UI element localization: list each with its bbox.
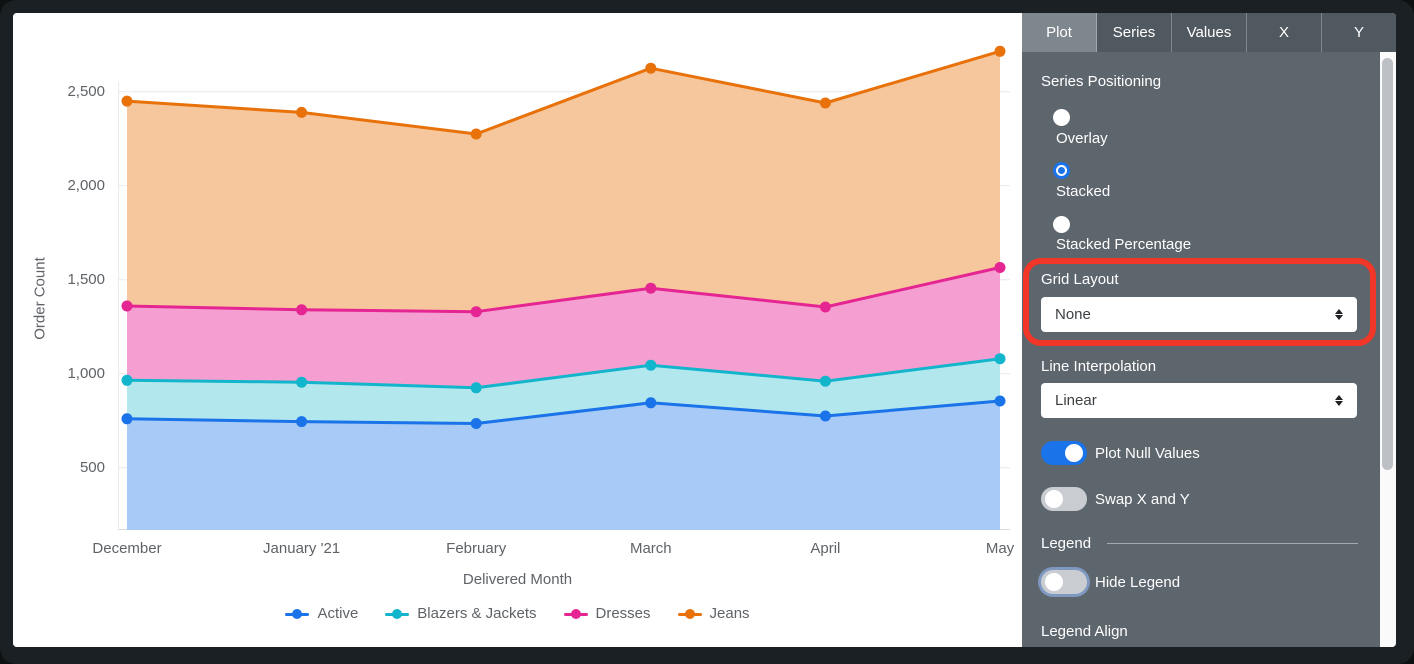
hide-legend-toggle[interactable]	[1041, 570, 1087, 594]
plot-null-values-toggle[interactable]	[1041, 441, 1087, 465]
radio-overlay-label[interactable]: Overlay	[1056, 130, 1108, 147]
series-marker-icon	[285, 608, 310, 619]
plot-null-values-row: Plot Null Values	[1041, 441, 1200, 465]
y-tick-label: 2,500	[67, 82, 105, 100]
swap-x-y-toggle[interactable]	[1041, 487, 1087, 511]
hide-legend-label: Hide Legend	[1095, 573, 1181, 591]
series-positioning-label: Series Positioning	[1041, 73, 1162, 90]
x-tick-label: January '21	[263, 540, 341, 557]
y-tick-label: 2,000	[67, 176, 105, 194]
legend-section-header: Legend	[1041, 535, 1358, 552]
stacked-area-chart[interactable]	[118, 20, 1012, 530]
swap-x-y-row: Swap X and Y	[1041, 487, 1190, 511]
panel-scrollbar[interactable]	[1380, 52, 1396, 647]
y-tick-label: 1,000	[67, 364, 105, 382]
radio-stacked-label[interactable]: Stacked	[1056, 183, 1111, 200]
line-interpolation-label: Line Interpolation	[1041, 358, 1157, 375]
grid-layout-value: None	[1055, 306, 1091, 323]
legend-label: Dresses	[595, 605, 651, 622]
x-tick-label: May	[985, 540, 1015, 557]
legend-label: Active	[317, 605, 359, 622]
radio-stacked-percentage[interactable]	[1053, 216, 1070, 233]
series-marker-icon	[563, 608, 588, 619]
legend-item[interactable]: Active	[285, 605, 358, 622]
y-tick-label: 500	[79, 458, 105, 476]
hide-legend-row: Hide Legend	[1041, 570, 1180, 594]
series-marker-icon	[385, 608, 410, 619]
x-tick-label: December	[92, 540, 162, 557]
x-tick-label: April	[810, 540, 841, 557]
plot-null-values-label: Plot Null Values	[1095, 444, 1200, 462]
scrollbar-thumb[interactable]	[1382, 58, 1393, 470]
legend-label: Blazers & Jackets	[417, 605, 537, 622]
tab-y[interactable]: Y	[1353, 24, 1364, 41]
app-window: Order Count 2,500 2,000 1,500 1,000 500 …	[13, 13, 1396, 647]
chart-legend: Active Blazers & Jackets Dresses Jeans	[13, 605, 1022, 622]
legend-label: Jeans	[709, 605, 750, 622]
radio-stacked-percentage-label[interactable]: Stacked Percentage	[1056, 236, 1192, 253]
grid-layout-select[interactable]: None	[1041, 297, 1357, 332]
legend-section-label: Legend	[1041, 535, 1092, 552]
grid-layout-label: Grid Layout	[1041, 271, 1119, 288]
updown-arrows-icon	[1335, 309, 1343, 320]
tab-plot[interactable]: Plot	[1022, 13, 1097, 52]
legend-align-label: Legend Align	[1041, 623, 1128, 640]
settings-panel: Plot Series Values X Y Series Positionin…	[1022, 13, 1396, 647]
y-tick-label: 1,500	[67, 270, 105, 288]
panel-tabbar: Plot Series Values X Y	[1022, 13, 1396, 52]
legend-item[interactable]: Jeans	[677, 605, 750, 622]
x-tick-label: March	[629, 540, 672, 557]
line-interpolation-value: Linear	[1055, 392, 1097, 409]
legend-item[interactable]: Dresses	[563, 605, 651, 622]
line-interpolation-select[interactable]: Linear	[1041, 383, 1357, 418]
tab-series[interactable]: Series	[1097, 13, 1172, 52]
tab-values[interactable]: Values	[1172, 13, 1247, 52]
updown-arrows-icon	[1335, 395, 1343, 406]
radio-stacked[interactable]	[1053, 162, 1070, 179]
legend-item[interactable]: Blazers & Jackets	[385, 605, 537, 622]
chart-pane: Order Count 2,500 2,000 1,500 1,000 500 …	[13, 13, 1022, 647]
x-axis-title: Delivered Month	[462, 571, 573, 588]
tab-x[interactable]: X	[1247, 13, 1322, 52]
panel-body: Series Positioning Overlay Stacked Stack…	[1022, 52, 1380, 647]
radio-overlay[interactable]	[1053, 109, 1070, 126]
x-tick-label: February	[446, 540, 507, 557]
swap-x-y-label: Swap X and Y	[1095, 490, 1190, 508]
y-axis-title: Order Count	[31, 257, 49, 340]
section-divider	[1107, 543, 1358, 544]
series-marker-icon	[677, 608, 702, 619]
